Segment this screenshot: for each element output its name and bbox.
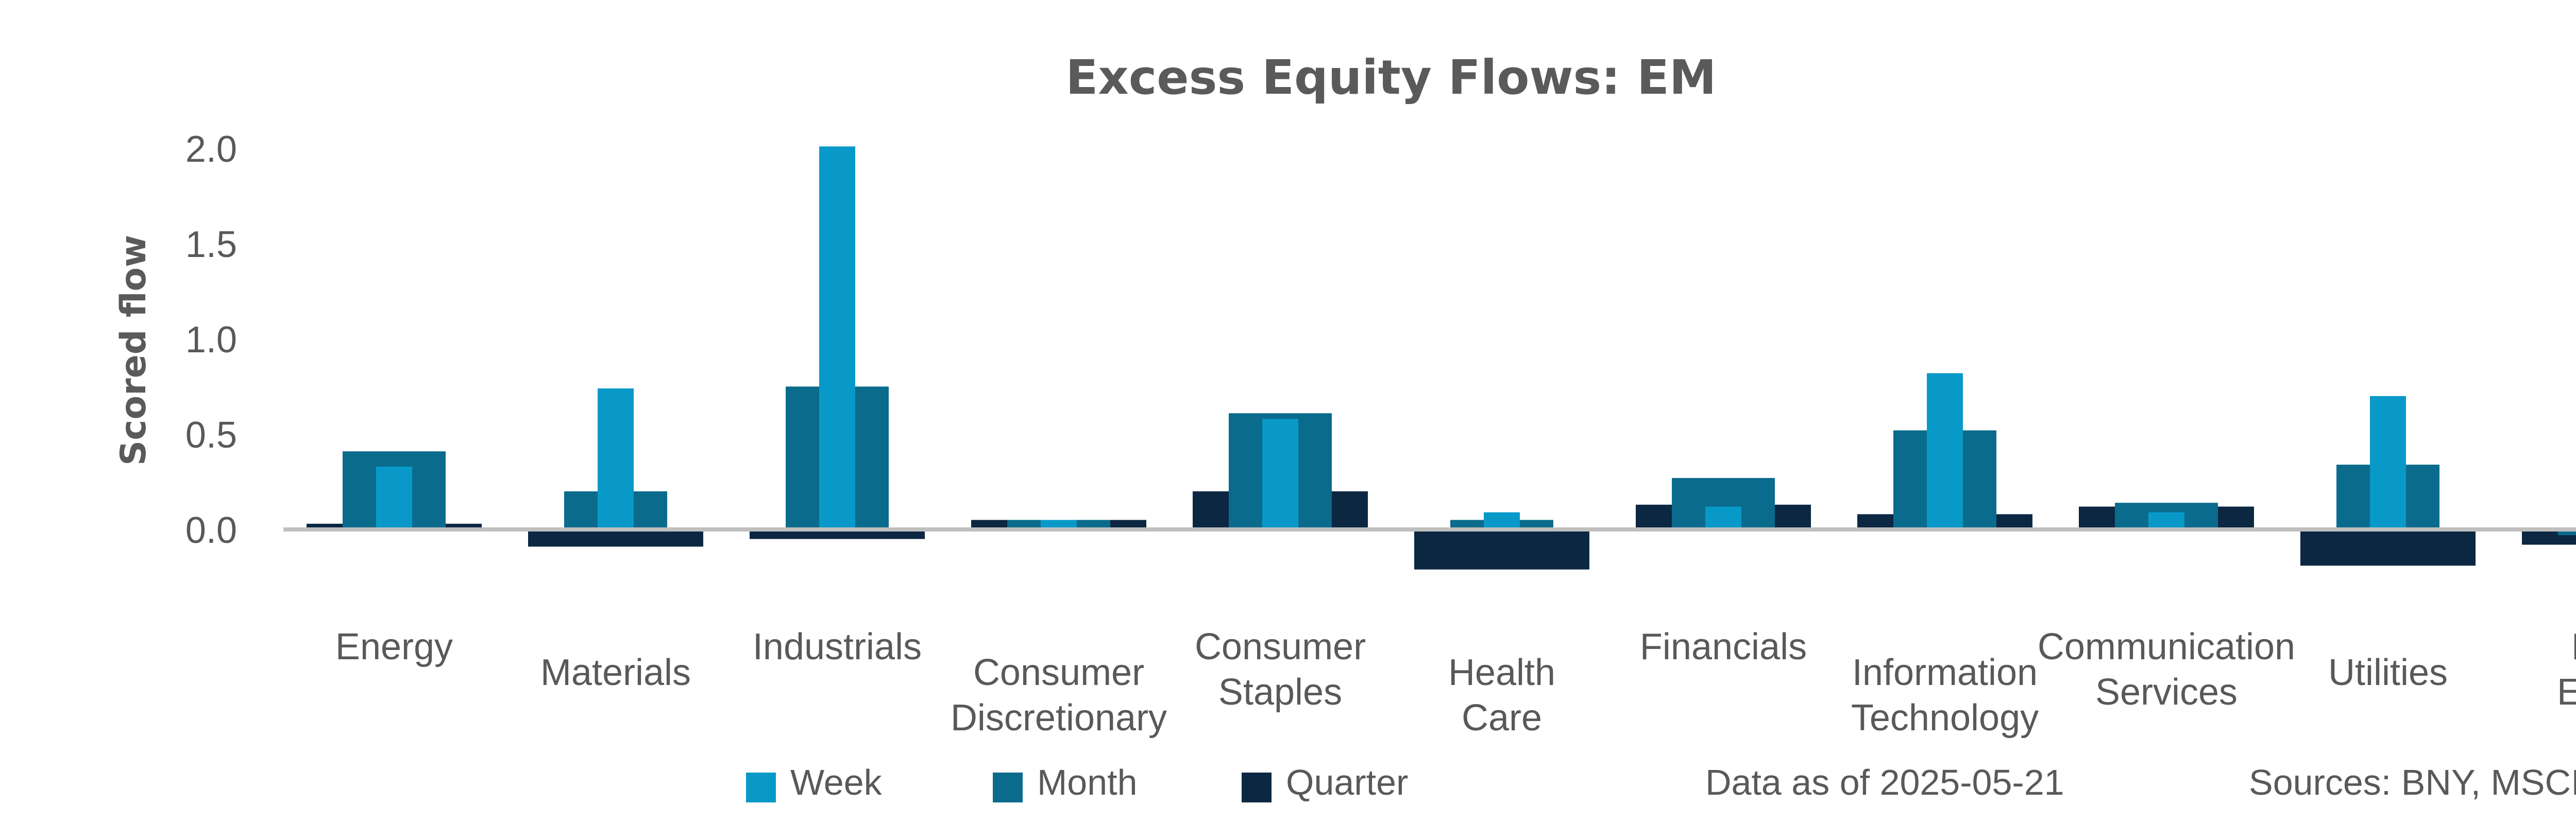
category-label: Utilities (2328, 652, 2448, 693)
y-tick-label: 1.5 (185, 224, 237, 265)
legend-swatch-quarter (1242, 773, 1272, 802)
legend-label-week: Week (790, 762, 883, 802)
category-label: Financials (1640, 626, 1807, 667)
y-tick-label: 2.0 (185, 129, 237, 170)
bar-week-consumer-staples (1262, 419, 1298, 529)
y-axis-label: Scored flow (113, 235, 154, 466)
bar-week-materials (598, 388, 634, 529)
legend-label-quarter: Quarter (1286, 762, 1408, 802)
y-tick-label: 0.0 (185, 510, 237, 551)
bar-group (307, 146, 2576, 570)
category-label: Real (2571, 626, 2576, 667)
category-label: Information (1852, 652, 2038, 693)
y-tick-label: 1.0 (185, 319, 237, 361)
y-tick-label: 0.5 (185, 415, 237, 456)
legend-swatch-month (993, 773, 1023, 802)
category-label: Technology (1851, 697, 2039, 739)
bar-week-utilities (2370, 396, 2406, 529)
category-label: Health (1448, 652, 1555, 693)
bar-quarter-health-care (1414, 529, 1589, 570)
bar-week-health-care (1484, 512, 1520, 529)
bar-week-industrials (819, 146, 855, 529)
category-label: Communication (2038, 626, 2295, 667)
data-as-of-note: Data as of 2025-05-21 (1705, 762, 2064, 802)
category-label: Estate (2557, 672, 2576, 713)
bar-week-consumer-discretionary (1041, 520, 1077, 529)
legend-swatch-week (746, 773, 776, 802)
category-label: Staples (1218, 672, 1342, 713)
bar-quarter-industrials (750, 529, 925, 539)
bar-week-communication-services (2148, 512, 2184, 529)
y-axis-ticks: 0.0 0.5 1.0 1.5 2.0 (185, 129, 237, 551)
category-label: Industrials (753, 626, 922, 667)
category-label: Consumer (1195, 626, 1366, 667)
bar-week-information-technology (1927, 373, 1963, 529)
legend: Week Month Quarter (746, 762, 1408, 802)
category-labels: EnergyMaterialsIndustrialsConsumerDiscre… (335, 626, 2576, 739)
bar-month-real-estate (2558, 529, 2576, 536)
category-label: Materials (540, 652, 691, 693)
bar-quarter-materials (528, 529, 703, 547)
bar-week-financials (1705, 506, 1741, 529)
category-label: Care (1462, 697, 1542, 739)
bar-week-energy (376, 466, 412, 529)
category-label: Services (2095, 672, 2238, 713)
legend-label-month: Month (1037, 762, 1138, 802)
category-label: Discretionary (951, 697, 1167, 739)
category-label: Energy (335, 626, 453, 667)
chart-title: Excess Equity Flows: EM (1066, 50, 1717, 105)
bar-quarter-utilities (2300, 529, 2476, 566)
category-label: Consumer (973, 652, 1144, 693)
sources-note: Sources: BNY, MSCI (2249, 762, 2576, 802)
